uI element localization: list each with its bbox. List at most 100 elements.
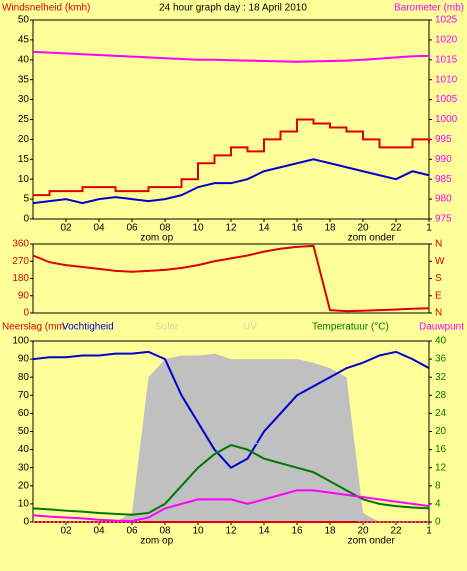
y-tick-label: 100 bbox=[12, 336, 29, 347]
x-tick-label: 20 bbox=[357, 526, 369, 537]
y-tick-label: 30 bbox=[18, 94, 30, 105]
y2-tick-label: W bbox=[435, 256, 445, 267]
y2-tick-label: 8 bbox=[435, 480, 441, 491]
y-tick-label: 20 bbox=[18, 134, 30, 145]
y-tick-label: 40 bbox=[18, 444, 30, 455]
series-line bbox=[32, 489, 430, 523]
y2-tick-label: 0 bbox=[435, 517, 441, 528]
x-tick-label: 08 bbox=[159, 223, 171, 234]
series-line bbox=[32, 50, 430, 63]
y-tick-label: 90 bbox=[18, 290, 30, 301]
plot-area bbox=[32, 243, 430, 314]
y-tick-label: 35 bbox=[18, 74, 30, 85]
y2-tick-label: 28 bbox=[435, 390, 447, 401]
y2-tick-label: N bbox=[435, 239, 442, 250]
legend-label: Vochtigheid bbox=[62, 322, 114, 333]
legend-label: UV bbox=[243, 322, 257, 333]
x-tick-label: 18 bbox=[324, 526, 336, 537]
x-tick-label: 04 bbox=[93, 526, 105, 537]
y2-tick-label: 1005 bbox=[435, 94, 458, 105]
y-tick-label: 25 bbox=[18, 114, 30, 125]
y2-tick-label: 975 bbox=[435, 214, 452, 225]
y-tick-label: 40 bbox=[18, 54, 30, 65]
x-tick-label: 12 bbox=[225, 526, 237, 537]
series-line bbox=[32, 444, 430, 516]
y2-tick-label: 32 bbox=[435, 372, 447, 383]
x-tick-label: 06 bbox=[126, 223, 138, 234]
y-tick-label: 30 bbox=[18, 462, 30, 473]
y2-tick-label: 40 bbox=[435, 336, 447, 347]
y-tick-label: 0 bbox=[23, 214, 29, 225]
y2-tick-label: 995 bbox=[435, 134, 452, 145]
y-tick-label: 20 bbox=[18, 480, 30, 491]
y2-tick-label: 20 bbox=[435, 426, 447, 437]
y2-axis-label: Barometer (mb) bbox=[394, 3, 464, 14]
legend-label: Solar bbox=[155, 322, 179, 333]
series-line bbox=[33, 118, 430, 197]
annotation: zom onder bbox=[348, 536, 396, 547]
y-tick-label: 360 bbox=[12, 239, 29, 250]
x-tick-label: 22 bbox=[390, 223, 402, 234]
x-tick-label: 20 bbox=[357, 223, 369, 234]
x-tick-label: 02 bbox=[60, 526, 72, 537]
y-tick-label: 0 bbox=[23, 308, 29, 319]
y-axis-label: Windsnelheid (kmh) bbox=[2, 3, 90, 14]
legend-label: Dauwpunt bbox=[419, 322, 464, 333]
x-tick-label: 10 bbox=[192, 223, 204, 234]
y2-tick-label: 12 bbox=[435, 462, 447, 473]
y2-tick-label: 980 bbox=[435, 194, 452, 205]
y-tick-label: 50 bbox=[18, 15, 30, 26]
y-tick-label: 10 bbox=[18, 499, 30, 510]
annotation: zom onder bbox=[348, 233, 396, 244]
y-tick-label: 180 bbox=[12, 273, 29, 284]
y2-tick-label: S bbox=[435, 273, 442, 284]
y2-tick-label: 1020 bbox=[435, 35, 458, 46]
x-tick-label: 22 bbox=[390, 526, 402, 537]
y2-tick-label: 1000 bbox=[435, 114, 458, 125]
x-tick-label: 08 bbox=[159, 526, 171, 537]
y-tick-label: 45 bbox=[18, 35, 30, 46]
annotation: zom op bbox=[140, 233, 173, 244]
y2-tick-label: 36 bbox=[435, 354, 447, 365]
y2-tick-label: E bbox=[435, 290, 442, 301]
y-tick-label: 270 bbox=[12, 256, 29, 267]
y2-tick-label: 16 bbox=[435, 444, 447, 455]
y-tick-label: 70 bbox=[18, 390, 30, 401]
x-tick-label: 04 bbox=[93, 223, 105, 234]
x-tick-label: 16 bbox=[291, 223, 303, 234]
series-line bbox=[32, 350, 430, 469]
legend-label: Neerslag (mm bbox=[2, 322, 65, 333]
series-line bbox=[33, 440, 429, 523]
plot-area bbox=[32, 19, 430, 220]
y-tick-label: 90 bbox=[18, 354, 30, 365]
y-tick-label: 5 bbox=[23, 194, 29, 205]
series-line bbox=[32, 158, 430, 205]
solar-area bbox=[33, 353, 429, 522]
x-tick-label: 1 bbox=[426, 526, 432, 537]
legend-label: Temperatuur (°C) bbox=[312, 322, 389, 333]
x-tick-label: 18 bbox=[324, 223, 336, 234]
annotation: zom op bbox=[140, 536, 173, 547]
y2-tick-label: 985 bbox=[435, 174, 452, 185]
x-tick-label: 06 bbox=[126, 526, 138, 537]
y2-tick-label: 990 bbox=[435, 154, 452, 165]
x-tick-label: 12 bbox=[225, 223, 237, 234]
x-tick-label: 02 bbox=[60, 223, 72, 234]
x-tick-label: 14 bbox=[258, 526, 270, 537]
y2-tick-label: 1025 bbox=[435, 15, 458, 26]
x-tick-label: 14 bbox=[258, 223, 270, 234]
y2-tick-label: N bbox=[435, 308, 442, 319]
y2-tick-label: 24 bbox=[435, 408, 447, 419]
y-tick-label: 0 bbox=[23, 517, 29, 528]
series-line bbox=[32, 244, 430, 313]
x-tick-label: 10 bbox=[192, 526, 204, 537]
y-tick-label: 60 bbox=[18, 408, 30, 419]
y-tick-label: 10 bbox=[18, 174, 30, 185]
y-tick-label: 80 bbox=[18, 372, 30, 383]
y-tick-label: 15 bbox=[18, 154, 30, 165]
y2-tick-label: 1010 bbox=[435, 74, 458, 85]
chart-title: 24 hour graph day : 18 April 2010 bbox=[159, 3, 307, 14]
y-tick-label: 50 bbox=[18, 426, 30, 437]
y2-tick-label: 1015 bbox=[435, 54, 458, 65]
